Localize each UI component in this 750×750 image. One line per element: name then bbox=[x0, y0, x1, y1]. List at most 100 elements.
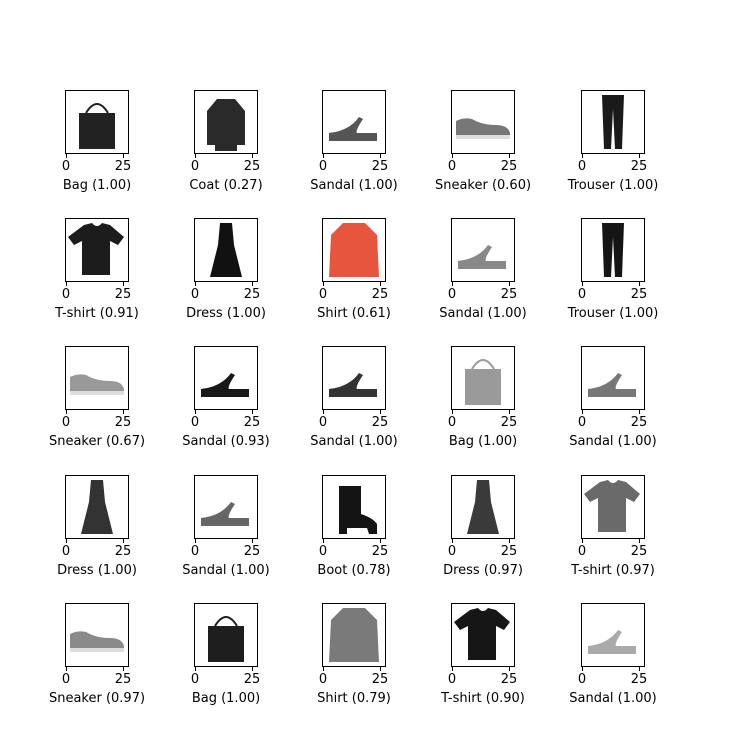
x-tick-label: 0 bbox=[577, 544, 587, 559]
x-tick-label: 0 bbox=[190, 415, 200, 430]
x-tick-label: 0 bbox=[577, 415, 587, 430]
grid-panel: 0 25 Sandal (1.00) bbox=[421, 218, 551, 348]
x-tick bbox=[195, 282, 196, 286]
panel-caption: Bag (1.00) bbox=[62, 178, 132, 193]
x-tick bbox=[323, 539, 324, 543]
x-tick bbox=[582, 154, 583, 158]
x-tick-label: 25 bbox=[500, 287, 518, 302]
grid-panel: 0 25 Sandal (1.00) bbox=[164, 475, 294, 605]
x-tick-label: 0 bbox=[447, 415, 457, 430]
x-tick-label: 25 bbox=[630, 672, 648, 687]
x-tick-label: 25 bbox=[500, 544, 518, 559]
dress-icon bbox=[467, 480, 499, 534]
x-tick bbox=[452, 154, 453, 158]
x-tick-label: 0 bbox=[318, 544, 328, 559]
sandal-icon bbox=[201, 373, 249, 397]
grid-panel: 0 25 Sneaker (0.97) bbox=[35, 603, 165, 733]
x-tick-label: 0 bbox=[61, 159, 71, 174]
grid-panel: 0 25 Dress (1.00) bbox=[164, 218, 294, 348]
tshirt-icon bbox=[68, 223, 124, 275]
image-thumbnail bbox=[322, 603, 386, 667]
x-tick bbox=[252, 154, 253, 158]
panel-caption: Sandal (1.00) bbox=[310, 178, 398, 193]
image-thumbnail bbox=[65, 603, 129, 667]
x-tick bbox=[509, 667, 510, 671]
x-tick-label: 25 bbox=[243, 287, 261, 302]
x-tick bbox=[323, 410, 324, 414]
sandal-icon bbox=[201, 502, 249, 526]
x-tick-label: 25 bbox=[500, 672, 518, 687]
x-tick bbox=[509, 282, 510, 286]
grid-panel: 0 25 Sandal (1.00) bbox=[551, 603, 681, 733]
image-thumbnail bbox=[581, 475, 645, 539]
x-tick bbox=[252, 539, 253, 543]
x-tick bbox=[123, 154, 124, 158]
x-tick bbox=[195, 667, 196, 671]
image-thumbnail bbox=[581, 218, 645, 282]
x-tick bbox=[380, 667, 381, 671]
x-tick-label: 25 bbox=[114, 287, 132, 302]
sandal-icon bbox=[588, 630, 636, 654]
sandal-icon bbox=[458, 245, 506, 269]
sneaker-icon bbox=[456, 118, 510, 139]
x-tick-label: 25 bbox=[500, 159, 518, 174]
x-tick bbox=[582, 667, 583, 671]
grid-panel: 0 25 Trouser (1.00) bbox=[551, 218, 681, 348]
x-tick bbox=[380, 282, 381, 286]
grid-panel: 0 25 Sneaker (0.67) bbox=[35, 346, 165, 476]
x-tick bbox=[582, 539, 583, 543]
grid-panel: 0 25 Sandal (1.00) bbox=[292, 346, 422, 476]
boot-icon bbox=[339, 486, 377, 534]
x-tick-label: 25 bbox=[500, 415, 518, 430]
image-thumbnail bbox=[65, 346, 129, 410]
x-tick bbox=[123, 539, 124, 543]
panel-caption: T-shirt (0.91) bbox=[55, 306, 139, 321]
x-tick bbox=[66, 410, 67, 414]
grid-panel: 0 25 Trouser (1.00) bbox=[551, 90, 681, 220]
bag-icon bbox=[208, 616, 244, 662]
image-thumbnail bbox=[451, 90, 515, 154]
x-tick-label: 25 bbox=[114, 544, 132, 559]
x-tick-label: 25 bbox=[243, 544, 261, 559]
image-thumbnail bbox=[581, 346, 645, 410]
image-thumbnail bbox=[322, 475, 386, 539]
dress-icon bbox=[81, 480, 113, 534]
grid-panel: 0 25 T-shirt (0.90) bbox=[421, 603, 551, 733]
shirt-icon bbox=[329, 608, 379, 662]
x-tick bbox=[509, 410, 510, 414]
x-tick bbox=[452, 282, 453, 286]
panel-caption: Sandal (1.00) bbox=[569, 691, 657, 706]
x-tick bbox=[509, 154, 510, 158]
x-tick bbox=[380, 410, 381, 414]
x-tick bbox=[452, 410, 453, 414]
x-tick-label: 25 bbox=[114, 415, 132, 430]
x-tick bbox=[195, 539, 196, 543]
image-thumbnail bbox=[581, 603, 645, 667]
panel-caption: Sandal (1.00) bbox=[439, 306, 527, 321]
image-thumbnail bbox=[194, 90, 258, 154]
image-thumbnail bbox=[65, 90, 129, 154]
bag-icon bbox=[465, 359, 501, 405]
x-tick bbox=[66, 667, 67, 671]
panel-caption: Dress (0.97) bbox=[443, 563, 523, 578]
x-tick bbox=[509, 539, 510, 543]
image-thumbnail bbox=[322, 90, 386, 154]
x-tick-label: 25 bbox=[243, 672, 261, 687]
x-tick bbox=[195, 410, 196, 414]
panel-caption: Sandal (0.93) bbox=[182, 434, 270, 449]
sandal-icon bbox=[329, 373, 377, 397]
x-tick-label: 0 bbox=[61, 544, 71, 559]
x-tick-label: 0 bbox=[61, 672, 71, 687]
x-tick bbox=[66, 539, 67, 543]
grid-panel: 0 25 Shirt (0.79) bbox=[292, 603, 422, 733]
panel-caption: Shirt (0.79) bbox=[317, 691, 391, 706]
x-tick-label: 25 bbox=[630, 287, 648, 302]
x-tick-label: 25 bbox=[243, 159, 261, 174]
x-tick bbox=[252, 282, 253, 286]
x-tick bbox=[66, 282, 67, 286]
image-thumbnail bbox=[194, 475, 258, 539]
image-thumbnail bbox=[194, 603, 258, 667]
panel-caption: Sneaker (0.67) bbox=[48, 434, 146, 449]
x-tick-label: 0 bbox=[447, 544, 457, 559]
